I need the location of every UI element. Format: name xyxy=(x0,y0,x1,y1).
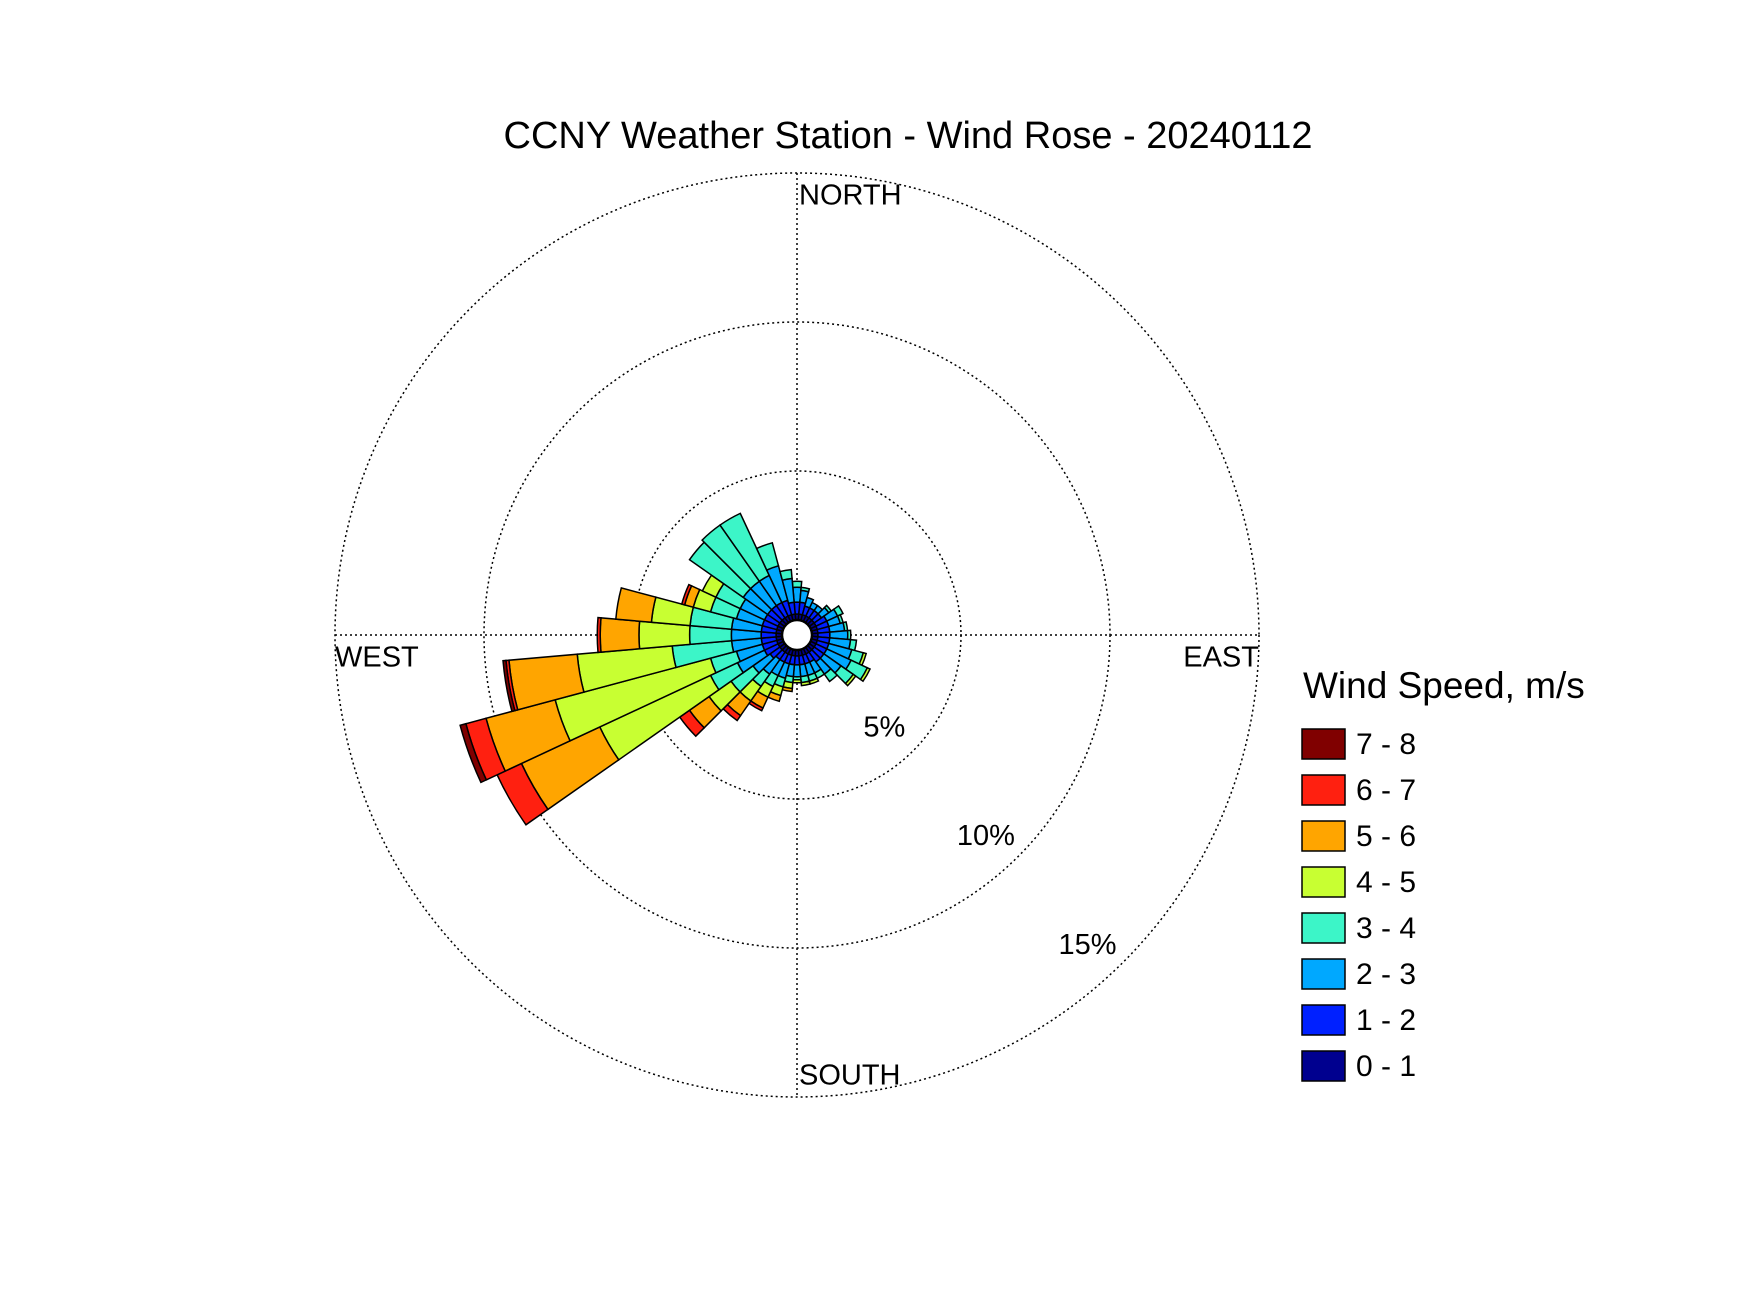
sector-segment xyxy=(846,629,852,641)
sector-segment xyxy=(800,680,812,687)
center-hole xyxy=(780,618,814,652)
r-tick-label: 5% xyxy=(863,711,905,743)
sector-segment xyxy=(791,580,803,589)
legend-swatch xyxy=(1301,728,1346,760)
sector-segment xyxy=(755,541,780,572)
r-tick-label: 10% xyxy=(957,820,1015,852)
sector-segment xyxy=(832,604,845,618)
sector-segment xyxy=(680,583,693,606)
grid-ring xyxy=(334,172,1260,1098)
sector-segment xyxy=(596,616,602,654)
legend-label: 2 - 3 xyxy=(1356,958,1416,991)
sector-segment xyxy=(800,586,811,593)
legend-swatch xyxy=(1301,820,1346,852)
sectors xyxy=(459,512,872,826)
legend-swatch xyxy=(1301,866,1346,898)
direction-label: EAST xyxy=(1183,642,1259,674)
legend-label: 5 - 6 xyxy=(1356,820,1416,853)
legend-label: 4 - 5 xyxy=(1356,866,1416,899)
sector-segment xyxy=(823,667,839,683)
sector-segment xyxy=(718,512,771,583)
sector-segment xyxy=(459,722,488,784)
sector-segment xyxy=(859,666,872,683)
legend-swatch xyxy=(1301,1050,1346,1082)
direction-label: NORTH xyxy=(799,180,902,212)
grid-ring xyxy=(483,321,1111,949)
legend-swatch xyxy=(1301,1004,1346,1036)
chart-title: CCNY Weather Station - Wind Rose - 20240… xyxy=(504,115,1313,157)
legend-label: 7 - 8 xyxy=(1356,728,1416,761)
sector-segment xyxy=(502,659,516,713)
sector-segment xyxy=(842,620,849,632)
legend-label: 3 - 4 xyxy=(1356,912,1416,945)
legend-swatch xyxy=(1301,774,1346,806)
r-tick-label: 15% xyxy=(1059,929,1117,961)
sector-segment xyxy=(779,568,793,582)
legend-label: 1 - 2 xyxy=(1356,1004,1416,1037)
direction-label: WEST xyxy=(335,642,419,674)
legend-swatch xyxy=(1301,912,1346,944)
sector-segment xyxy=(614,587,657,624)
sector-segment xyxy=(599,617,641,653)
sector-segment xyxy=(792,678,802,684)
legend-swatch xyxy=(1301,958,1346,990)
legend-label: 6 - 7 xyxy=(1356,774,1416,807)
sector-segment xyxy=(803,596,815,609)
legend-label: 0 - 1 xyxy=(1356,1050,1416,1083)
direction-label: SOUTH xyxy=(799,1060,901,1092)
legend-title: Wind Speed, m/s xyxy=(1303,665,1585,706)
